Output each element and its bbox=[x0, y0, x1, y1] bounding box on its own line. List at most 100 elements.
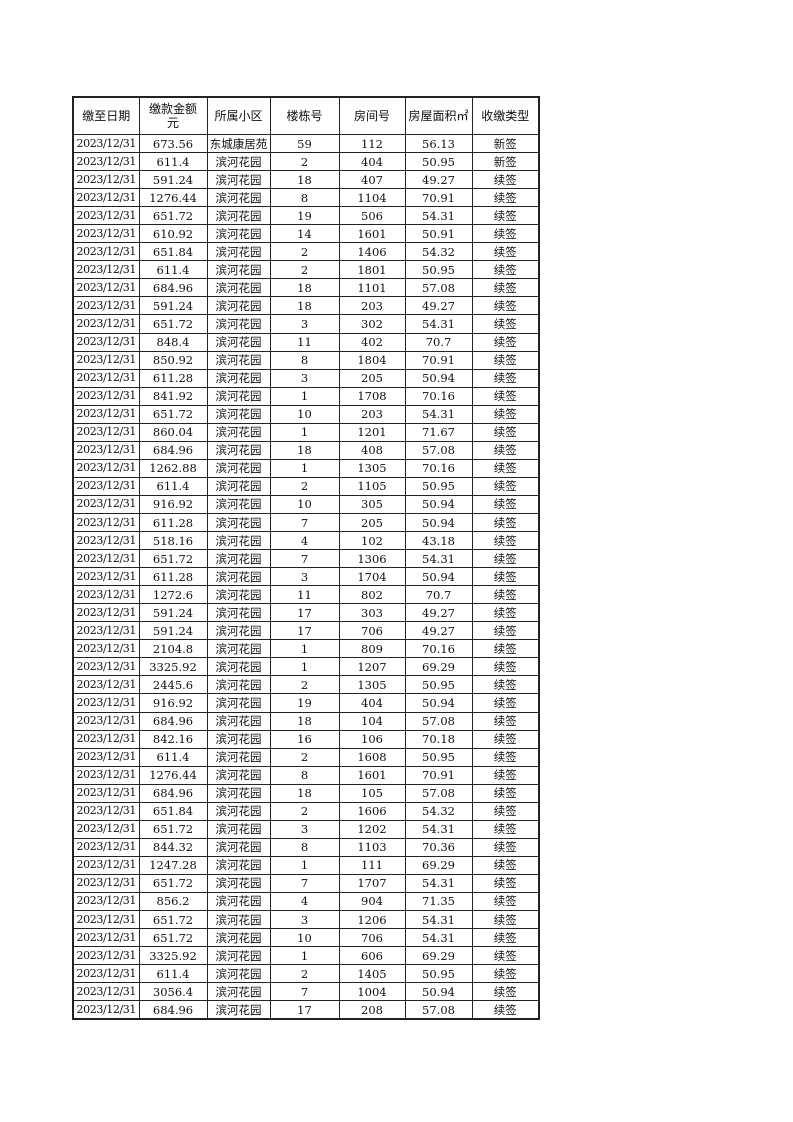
building-cell: 2 bbox=[269, 152, 340, 172]
type-cell: 续签 bbox=[471, 1000, 540, 1020]
community-cell: 滨河花园 bbox=[206, 549, 271, 569]
room-cell: 105 bbox=[338, 783, 406, 803]
area-cell: 57.08 bbox=[404, 783, 473, 803]
header-room: 房间号 bbox=[338, 96, 406, 135]
type-cell: 续签 bbox=[471, 422, 540, 442]
amount-cell: 2445.6 bbox=[138, 675, 208, 695]
table-row: 2023/12/31 916.92 滨河花园 10 305 50.94 续签 bbox=[72, 494, 540, 514]
building-cell: 2 bbox=[269, 801, 340, 821]
community-cell: 滨河花园 bbox=[206, 567, 271, 587]
building-cell: 7 bbox=[269, 549, 340, 569]
due-date-cell: 2023/12/31 bbox=[72, 747, 140, 767]
amount-cell: 844.32 bbox=[138, 837, 208, 857]
due-date-cell: 2023/12/31 bbox=[72, 278, 140, 298]
due-date-cell: 2023/12/31 bbox=[72, 765, 140, 785]
room-cell: 1004 bbox=[338, 982, 406, 1002]
building-cell: 1 bbox=[269, 458, 340, 478]
table-row: 2023/12/31 850.92 滨河花园 8 1804 70.91 续签 bbox=[72, 350, 540, 370]
due-date-cell: 2023/12/31 bbox=[72, 549, 140, 569]
area-cell: 50.95 bbox=[404, 260, 473, 280]
due-date-cell: 2023/12/31 bbox=[72, 206, 140, 226]
room-cell: 404 bbox=[338, 152, 406, 172]
community-cell: 滨河花园 bbox=[206, 278, 271, 298]
type-cell: 续签 bbox=[471, 783, 540, 803]
room-cell: 208 bbox=[338, 1000, 406, 1020]
table-row: 2023/12/31 844.32 滨河花园 8 1103 70.36 续签 bbox=[72, 837, 540, 857]
amount-cell: 684.96 bbox=[138, 440, 208, 460]
building-cell: 18 bbox=[269, 278, 340, 298]
type-cell: 续签 bbox=[471, 873, 540, 893]
community-cell: 滨河花园 bbox=[206, 224, 271, 244]
type-cell: 续签 bbox=[471, 964, 540, 984]
community-cell: 滨河花园 bbox=[206, 783, 271, 803]
room-cell: 1207 bbox=[338, 657, 406, 677]
type-cell: 续签 bbox=[471, 458, 540, 478]
table-row: 2023/12/31 611.28 滨河花园 7 205 50.94 续签 bbox=[72, 512, 540, 533]
building-cell: 16 bbox=[269, 729, 340, 749]
due-date-cell: 2023/12/31 bbox=[72, 801, 140, 821]
community-cell: 滨河花园 bbox=[206, 603, 271, 623]
area-cell: 50.94 bbox=[404, 567, 473, 587]
area-cell: 50.94 bbox=[404, 693, 473, 713]
type-cell: 续签 bbox=[471, 855, 540, 875]
due-date-cell: 2023/12/31 bbox=[72, 657, 140, 677]
amount-cell: 591.24 bbox=[138, 170, 208, 190]
area-cell: 70.7 bbox=[404, 585, 473, 605]
amount-cell: 916.92 bbox=[138, 494, 208, 514]
community-cell: 滨河花园 bbox=[206, 440, 271, 460]
type-cell: 续签 bbox=[471, 314, 540, 334]
amount-cell: 1262.88 bbox=[138, 458, 208, 478]
area-cell: 70.16 bbox=[404, 386, 473, 406]
amount-cell: 1272.6 bbox=[138, 585, 208, 605]
community-cell: 东城康居苑 bbox=[206, 133, 271, 154]
type-cell: 续签 bbox=[471, 837, 540, 857]
building-cell: 17 bbox=[269, 603, 340, 623]
due-date-cell: 2023/12/31 bbox=[72, 458, 140, 478]
due-date-cell: 2023/12/31 bbox=[72, 603, 140, 623]
due-date-cell: 2023/12/31 bbox=[72, 910, 140, 930]
building-cell: 19 bbox=[269, 206, 340, 226]
amount-cell: 611.4 bbox=[138, 476, 208, 496]
amount-cell: 684.96 bbox=[138, 278, 208, 298]
building-cell: 1 bbox=[269, 657, 340, 677]
due-date-cell: 2023/12/31 bbox=[72, 585, 140, 605]
community-cell: 滨河花园 bbox=[206, 314, 271, 334]
room-cell: 203 bbox=[338, 404, 406, 424]
table-row: 2023/12/31 684.96 滨河花园 18 105 57.08 续签 bbox=[72, 783, 540, 803]
amount-cell: 3325.92 bbox=[138, 657, 208, 677]
building-cell: 59 bbox=[269, 133, 340, 154]
due-date-cell: 2023/12/31 bbox=[72, 567, 140, 587]
building-cell: 7 bbox=[269, 873, 340, 893]
room-cell: 106 bbox=[338, 729, 406, 749]
room-cell: 1606 bbox=[338, 801, 406, 821]
area-cell: 54.31 bbox=[404, 314, 473, 334]
amount-cell: 591.24 bbox=[138, 296, 208, 316]
building-cell: 1 bbox=[269, 422, 340, 442]
due-date-cell: 2023/12/31 bbox=[72, 476, 140, 496]
community-cell: 滨河花园 bbox=[206, 964, 271, 984]
area-cell: 54.31 bbox=[404, 549, 473, 569]
community-cell: 滨河花园 bbox=[206, 404, 271, 424]
amount-cell: 611.28 bbox=[138, 368, 208, 388]
building-cell: 1 bbox=[269, 386, 340, 406]
building-cell: 18 bbox=[269, 296, 340, 316]
building-cell: 18 bbox=[269, 783, 340, 803]
community-cell: 滨河花园 bbox=[206, 711, 271, 731]
amount-cell: 842.16 bbox=[138, 729, 208, 749]
table-row: 2023/12/31 651.72 滨河花园 3 1202 54.31 续签 bbox=[72, 819, 540, 839]
type-cell: 续签 bbox=[471, 567, 540, 587]
due-date-cell: 2023/12/31 bbox=[72, 891, 140, 912]
room-cell: 1306 bbox=[338, 549, 406, 569]
amount-cell: 841.92 bbox=[138, 386, 208, 406]
due-date-cell: 2023/12/31 bbox=[72, 332, 140, 352]
table-row: 2023/12/31 3325.92 滨河花园 1 1207 69.29 续签 bbox=[72, 657, 540, 677]
community-cell: 滨河花园 bbox=[206, 152, 271, 172]
area-cell: 69.29 bbox=[404, 946, 473, 966]
area-cell: 49.27 bbox=[404, 296, 473, 316]
table-row: 2023/12/31 591.24 滨河花园 18 407 49.27 续签 bbox=[72, 170, 540, 190]
table-row: 2023/12/31 856.2 滨河花园 4 904 71.35 续签 bbox=[72, 891, 540, 912]
table-row: 2023/12/31 611.4 滨河花园 2 1105 50.95 续签 bbox=[72, 476, 540, 496]
room-cell: 1305 bbox=[338, 458, 406, 478]
building-cell: 3 bbox=[269, 567, 340, 587]
community-cell: 滨河花园 bbox=[206, 458, 271, 478]
